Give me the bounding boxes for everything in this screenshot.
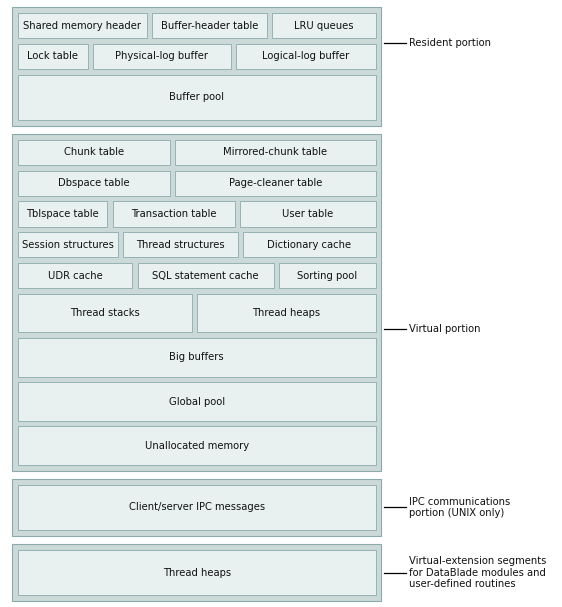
Bar xyxy=(17,550,376,595)
Text: Shared memory header: Shared memory header xyxy=(23,21,141,30)
Text: IPC communications
portion (UNIX only): IPC communications portion (UNIX only) xyxy=(409,497,510,518)
Text: Chunk table: Chunk table xyxy=(64,148,124,157)
Bar xyxy=(123,232,238,257)
Bar xyxy=(12,7,381,126)
Bar xyxy=(240,202,376,226)
Text: Tblspace table: Tblspace table xyxy=(26,209,99,219)
Text: Thread structures: Thread structures xyxy=(137,240,225,250)
Text: LRU queues: LRU queues xyxy=(294,21,353,30)
Bar xyxy=(12,479,381,536)
Text: Thread heaps: Thread heaps xyxy=(162,568,231,577)
Bar xyxy=(17,382,376,421)
Bar xyxy=(243,232,376,257)
Text: Buffer-header table: Buffer-header table xyxy=(161,21,258,30)
Text: Virtual-extension segments
for DataBlade modules and
user-defined routines: Virtual-extension segments for DataBlade… xyxy=(409,556,546,589)
Text: Sorting pool: Sorting pool xyxy=(297,271,357,280)
Bar xyxy=(17,44,88,69)
Text: UDR cache: UDR cache xyxy=(48,271,102,280)
Text: Big buffers: Big buffers xyxy=(169,353,224,362)
Bar xyxy=(279,263,376,288)
Bar xyxy=(112,202,234,226)
Bar xyxy=(17,13,147,38)
Text: User table: User table xyxy=(282,209,333,219)
Text: Transaction table: Transaction table xyxy=(131,209,216,219)
Bar xyxy=(17,426,376,465)
Text: Thread stacks: Thread stacks xyxy=(70,308,139,318)
Bar xyxy=(17,171,170,196)
Bar xyxy=(138,263,274,288)
Text: Mirrored-chunk table: Mirrored-chunk table xyxy=(224,148,328,157)
Bar xyxy=(93,44,231,69)
Bar xyxy=(17,232,118,257)
Text: Unallocated memory: Unallocated memory xyxy=(144,441,249,450)
Text: Dictionary cache: Dictionary cache xyxy=(268,240,352,250)
Text: SQL statement cache: SQL statement cache xyxy=(152,271,259,280)
Text: Physical-log buffer: Physical-log buffer xyxy=(115,52,209,61)
Bar xyxy=(197,294,376,333)
Text: Page-cleaner table: Page-cleaner table xyxy=(229,178,322,188)
Bar xyxy=(17,202,107,226)
Text: Client/server IPC messages: Client/server IPC messages xyxy=(129,503,265,512)
Bar xyxy=(272,13,376,38)
Text: Global pool: Global pool xyxy=(169,396,225,407)
Bar xyxy=(175,171,376,196)
Bar xyxy=(17,338,376,377)
Bar xyxy=(12,134,381,470)
Bar xyxy=(17,484,376,530)
Text: Thread heaps: Thread heaps xyxy=(252,308,320,318)
Text: Dbspace table: Dbspace table xyxy=(58,178,130,188)
Text: Lock table: Lock table xyxy=(27,52,78,61)
Bar xyxy=(236,44,376,69)
Bar xyxy=(175,140,376,165)
Text: Virtual portion: Virtual portion xyxy=(409,324,481,334)
Bar xyxy=(17,75,376,120)
Text: Buffer pool: Buffer pool xyxy=(169,92,224,103)
Bar xyxy=(152,13,267,38)
Bar xyxy=(17,294,192,333)
Bar xyxy=(17,140,170,165)
Text: Logical-log buffer: Logical-log buffer xyxy=(262,52,350,61)
Text: Resident portion: Resident portion xyxy=(409,38,491,48)
Text: Session structures: Session structures xyxy=(22,240,114,250)
Bar xyxy=(12,544,381,601)
Bar xyxy=(17,263,133,288)
